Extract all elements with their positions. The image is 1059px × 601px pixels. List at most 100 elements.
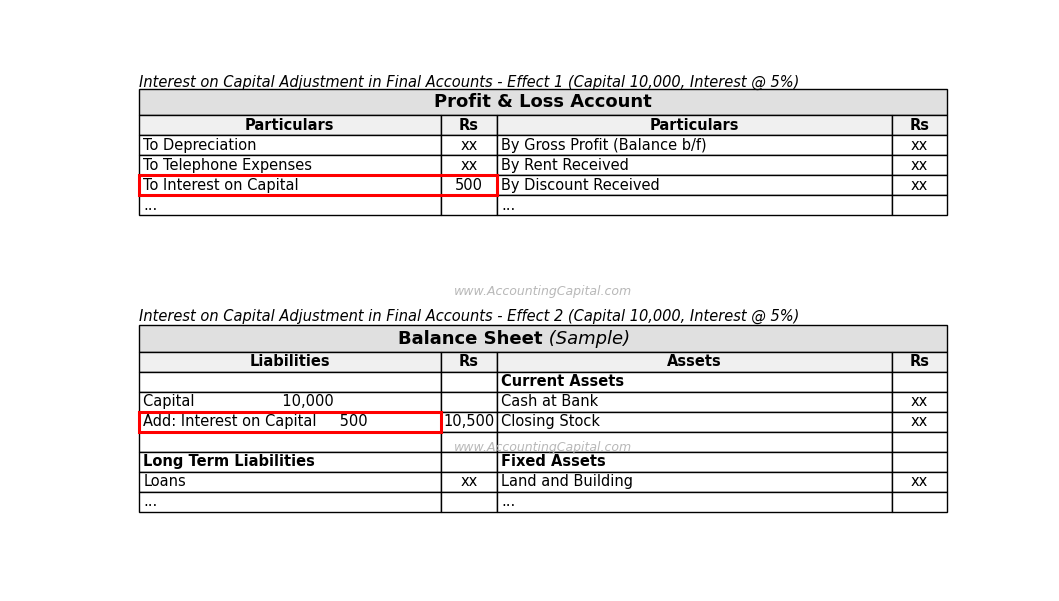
Bar [497,155,892,175]
Text: xx: xx [911,474,928,489]
Bar [139,472,441,492]
Bar [441,492,497,512]
Text: Long Term Liabilities: Long Term Liabilities [143,454,316,469]
Text: ...: ... [143,198,158,213]
Bar [441,135,497,155]
Text: xx: xx [460,158,478,173]
Text: Rs: Rs [910,354,930,369]
Text: ...: ... [143,494,158,509]
Text: Fixed Assets: Fixed Assets [501,454,606,469]
Bar [139,412,441,432]
Bar [139,115,441,135]
Bar [892,155,947,175]
Bar [497,352,892,371]
Text: Liabilities: Liabilities [249,354,330,369]
Bar [139,452,441,472]
Text: Land and Building: Land and Building [501,474,633,489]
Bar [441,115,497,135]
Bar [892,175,947,195]
Bar [139,155,441,175]
Bar [497,195,892,215]
Bar [497,392,892,412]
Bar [441,371,497,392]
Bar [139,175,497,195]
Bar [892,371,947,392]
Text: Closing Stock: Closing Stock [501,414,600,429]
Bar [441,175,497,195]
Bar [441,392,497,412]
Bar [497,492,892,512]
Text: www.AccountingCapital.com: www.AccountingCapital.com [453,441,632,454]
Bar [497,412,892,432]
Text: ...: ... [501,494,516,509]
Text: 500: 500 [454,178,483,193]
Bar [441,432,497,452]
Bar [892,412,947,432]
Text: By Rent Received: By Rent Received [501,158,629,173]
Bar [497,135,892,155]
Bar [497,115,892,135]
Bar [497,472,892,492]
Bar [892,135,947,155]
Bar [497,371,892,392]
Bar [441,472,497,492]
Bar [139,326,947,352]
Bar [892,392,947,412]
Bar [441,352,497,371]
Text: To Telephone Expenses: To Telephone Expenses [143,158,312,173]
Text: Current Assets: Current Assets [501,374,625,389]
Text: By Gross Profit (Balance b/f): By Gross Profit (Balance b/f) [501,138,707,153]
Text: www.AccountingCapital.com: www.AccountingCapital.com [453,285,632,298]
Bar [139,352,441,371]
Bar [139,89,947,115]
Text: xx: xx [911,394,928,409]
Text: Rs: Rs [459,354,479,369]
Bar [441,155,497,175]
Bar [139,492,441,512]
Bar [441,412,497,432]
Bar [139,195,441,215]
Text: Capital                   10,000: Capital 10,000 [143,394,334,409]
Text: To Interest on Capital: To Interest on Capital [143,178,299,193]
Bar [892,352,947,371]
Bar [139,371,441,392]
Text: By Discount Received: By Discount Received [501,178,660,193]
Text: xx: xx [911,138,928,153]
Bar [892,195,947,215]
Text: Particulars: Particulars [649,118,739,133]
Text: Rs: Rs [910,118,930,133]
Text: xx: xx [460,474,478,489]
Bar [139,175,441,195]
Text: Loans: Loans [143,474,186,489]
Text: ...: ... [501,198,516,213]
Bar [497,452,892,472]
Bar [892,472,947,492]
Bar [892,115,947,135]
Bar [441,452,497,472]
Text: xx: xx [911,158,928,173]
Text: Assets: Assets [667,354,721,369]
Text: Interest on Capital Adjustment in Final Accounts - Effect 1 (Capital 10,000, Int: Interest on Capital Adjustment in Final … [139,75,798,90]
Text: Interest on Capital Adjustment in Final Accounts - Effect 2 (Capital 10,000, Int: Interest on Capital Adjustment in Final … [139,310,798,325]
Text: 10,500: 10,500 [443,414,495,429]
Text: Balance Sheet: Balance Sheet [398,329,542,347]
Text: Add: Interest on Capital     500: Add: Interest on Capital 500 [143,414,367,429]
Text: Particulars: Particulars [245,118,335,133]
Text: To Depreciation: To Depreciation [143,138,256,153]
Bar [139,432,441,452]
Text: (Sample): (Sample) [542,329,630,347]
Bar [139,392,441,412]
Bar [892,432,947,452]
Bar [441,195,497,215]
Text: Profit & Loss Account: Profit & Loss Account [434,93,651,111]
Text: Rs: Rs [459,118,479,133]
Text: xx: xx [911,414,928,429]
Text: xx: xx [460,138,478,153]
Bar [139,135,441,155]
Text: xx: xx [911,178,928,193]
Bar [497,432,892,452]
Bar [139,412,441,432]
Text: Cash at Bank: Cash at Bank [501,394,598,409]
Bar [892,492,947,512]
Bar [497,175,892,195]
